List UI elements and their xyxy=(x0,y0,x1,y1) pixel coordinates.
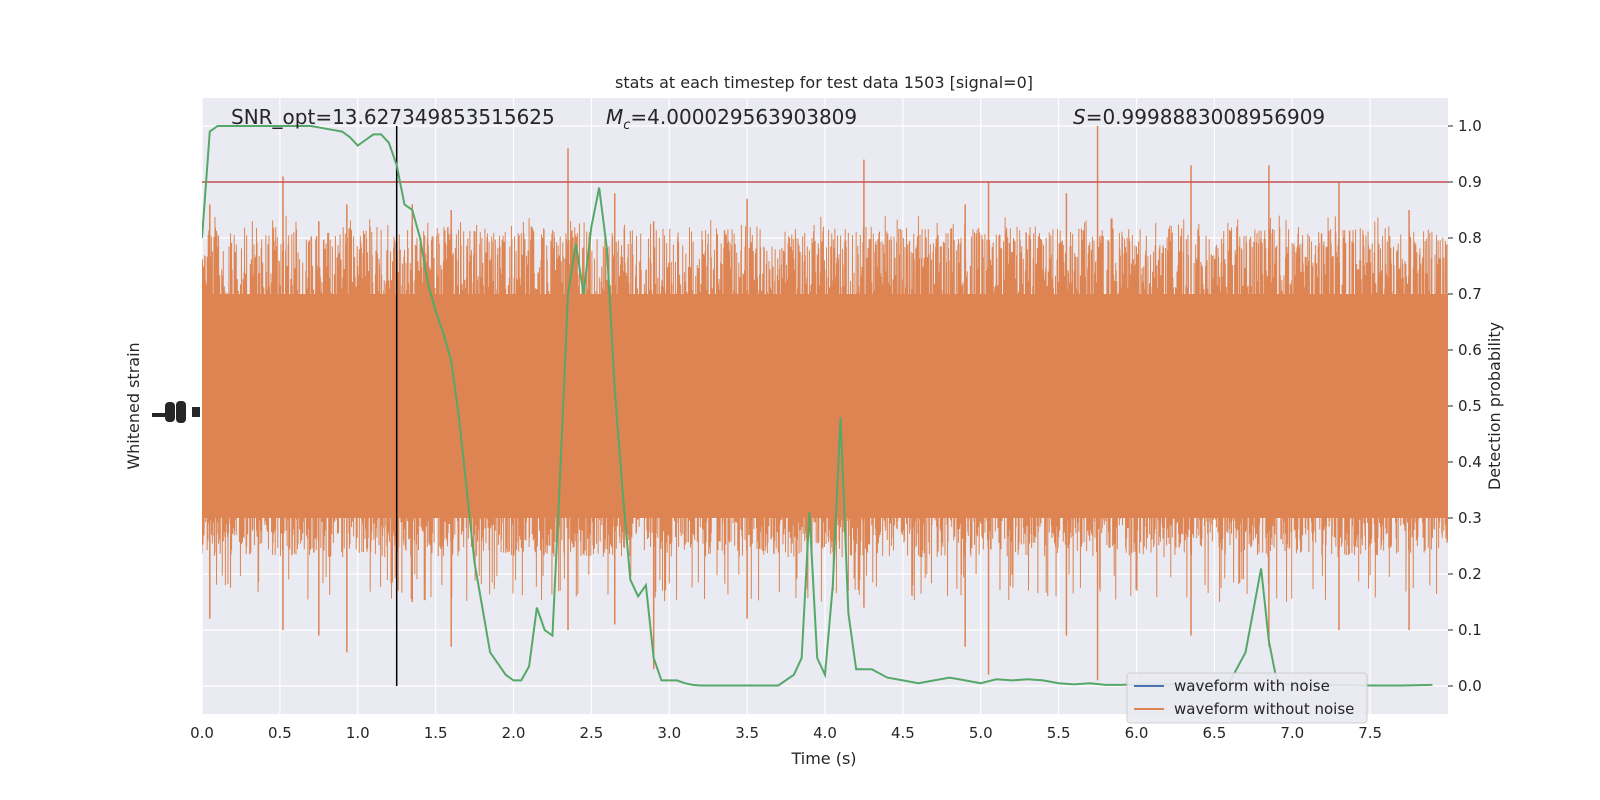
x-tick-label: 4.5 xyxy=(891,724,915,742)
x-tick-label: 1.5 xyxy=(424,724,448,742)
x-tick-label: 5.5 xyxy=(1047,724,1071,742)
y-tick-label: 0.3 xyxy=(1458,509,1482,527)
x-tick-label: 0.0 xyxy=(190,724,214,742)
s-annotation: S=0.9998883008956909 xyxy=(1073,105,1325,129)
strain-series xyxy=(202,126,1448,681)
y-tick-label: 0.5 xyxy=(1458,397,1482,415)
legend-label-noisy: waveform with noise xyxy=(1174,677,1330,695)
overlay-marks xyxy=(202,126,1448,686)
x-tick-label: 5.0 xyxy=(969,724,993,742)
x-tick-label: 7.5 xyxy=(1358,724,1382,742)
x-tick-label: 3.5 xyxy=(735,724,759,742)
x-axis-label: Time (s) xyxy=(790,749,856,768)
y-axis-label-left: Whitened strain xyxy=(124,342,143,469)
left-tick-cluster xyxy=(152,401,200,423)
y-tick-labels-right: 0.0 0.1 0.2 0.3 0.4 0.5 0.6 0.7 0.8 0.9 1.0 xyxy=(1448,117,1482,695)
chirp-mass-subscript: c xyxy=(623,118,630,133)
x-tick-label: 2.5 xyxy=(579,724,603,742)
y-tick-label: 0.9 xyxy=(1458,173,1482,191)
y-tick-label: 0.2 xyxy=(1458,565,1482,583)
y-tick-label: 0.4 xyxy=(1458,453,1482,471)
x-tick-label: 6.0 xyxy=(1125,724,1149,742)
y-tick-label: 0.0 xyxy=(1458,677,1482,695)
x-tick-label: 0.5 xyxy=(268,724,292,742)
x-tick-label: 1.0 xyxy=(346,724,370,742)
legend-label-clean: waveform without noise xyxy=(1174,700,1354,718)
strain-core-band xyxy=(202,294,1448,518)
x-tick-label: 3.0 xyxy=(657,724,681,742)
y-tick-label: 0.8 xyxy=(1458,229,1482,247)
s-symbol: S xyxy=(1073,105,1086,129)
y-tick-label: 0.1 xyxy=(1458,621,1482,639)
x-tick-label: 7.0 xyxy=(1280,724,1304,742)
y-tick-label: 0.7 xyxy=(1458,285,1482,303)
probability-series xyxy=(202,125,1433,687)
chirp-mass-annotation: Mc=4.000029563903809 xyxy=(606,105,857,133)
y-tick-label: 1.0 xyxy=(1458,117,1482,135)
snr-annotation: SNR_opt=13.627349853515625 xyxy=(231,105,555,129)
legend-box xyxy=(1126,672,1368,724)
x-tick-label: 2.0 xyxy=(502,724,526,742)
y-tick-label: 0.6 xyxy=(1458,341,1482,359)
s-value: =0.9998883008956909 xyxy=(1086,105,1325,129)
x-tick-labels: 0.0 0.5 1.0 1.5 2.0 2.5 3.0 3.5 4.0 4.5 5.0 5.5 6.0 6… xyxy=(190,724,1382,742)
chirp-mass-symbol: M xyxy=(606,105,623,129)
chart-title: stats at each timestep for test data 150… xyxy=(615,73,1033,92)
y-axis-label-right: Detection probability xyxy=(1485,322,1504,490)
probability-line xyxy=(202,125,1433,687)
x-tick-label: 6.5 xyxy=(1202,724,1226,742)
chirp-mass-value: =4.000029563903809 xyxy=(630,105,857,129)
legend: waveform with noise waveform without noi… xyxy=(1126,672,1368,724)
x-tick-label: 4.0 xyxy=(813,724,837,742)
